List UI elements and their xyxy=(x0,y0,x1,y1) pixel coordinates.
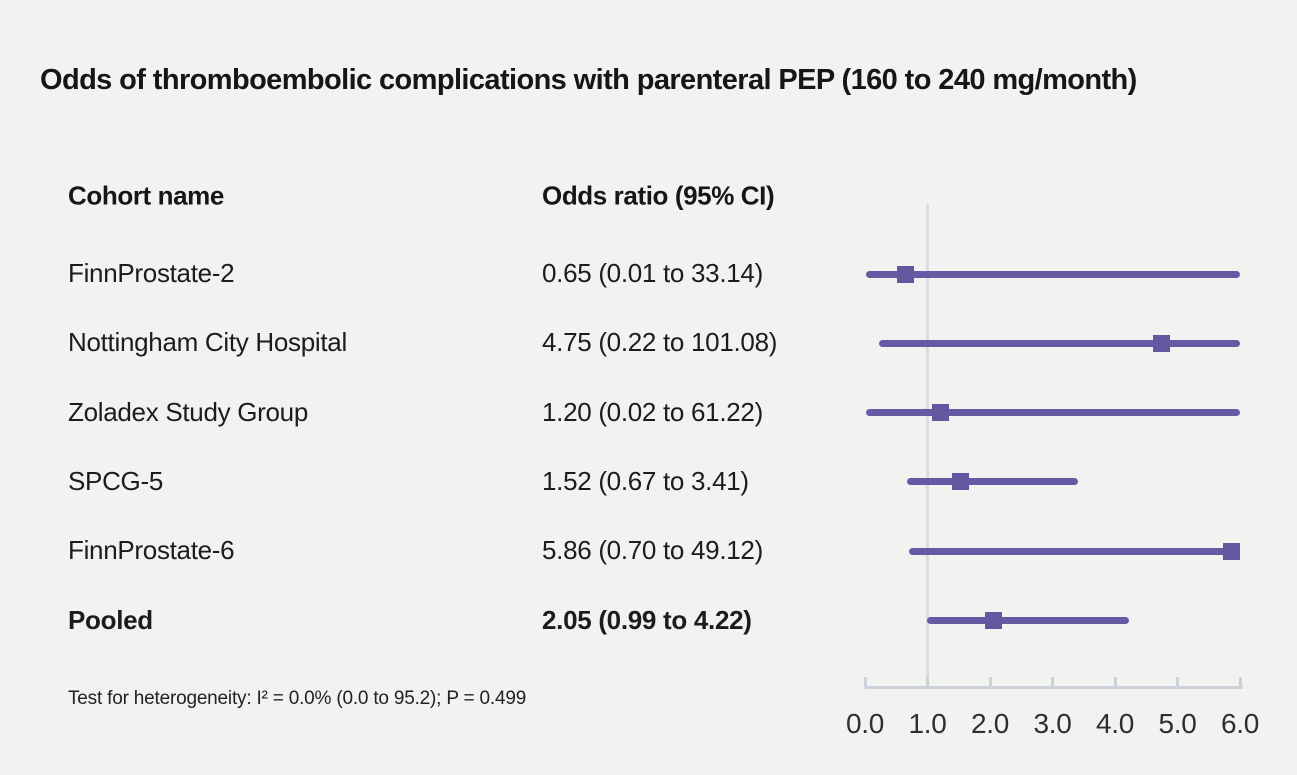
confidence-interval-bar xyxy=(906,478,1079,486)
odds-ratio-value: 1.20 (0.02 to 61.22) xyxy=(542,396,763,427)
odds-ratio-value: 5.86 (0.70 to 49.12) xyxy=(542,535,763,566)
odds-ratio-marker xyxy=(897,265,915,283)
cohort-name-label: Nottingham City Hospital xyxy=(68,327,347,358)
x-axis-tick-mark xyxy=(988,677,992,687)
cohort-name-label: FinnProstate-2 xyxy=(68,257,235,288)
x-axis-tick-label: 6.0 xyxy=(1220,708,1260,739)
reference-line-or-1 xyxy=(926,204,929,689)
odds-ratio-value: 4.75 (0.22 to 101.08) xyxy=(542,327,778,358)
figure-title: Odds of thromboembolic complications wit… xyxy=(40,64,1137,96)
x-axis-line xyxy=(864,686,1243,689)
confidence-interval-bar xyxy=(865,270,1240,278)
odds-ratio-value: 1.52 (0.67 to 3.41) xyxy=(542,465,749,496)
x-axis-tick-mark xyxy=(926,677,929,687)
odds-ratio-value: 2.05 (0.99 to 4.22) xyxy=(542,604,752,635)
cohort-name-label: Pooled xyxy=(68,604,153,635)
x-axis-tick-mark xyxy=(863,677,867,687)
x-axis-tick-mark xyxy=(1176,677,1179,687)
x-axis-tick-label: 3.0 xyxy=(1033,708,1072,739)
x-axis-tick-mark xyxy=(1113,677,1117,687)
x-axis-tick-label: 1.0 xyxy=(908,708,947,739)
confidence-interval-bar xyxy=(908,547,1240,555)
odds-ratio-marker xyxy=(984,612,1002,629)
confidence-interval-bar xyxy=(926,617,1129,624)
x-axis-tick-label: 0.0 xyxy=(845,708,885,739)
cohort-name-label: Zoladex Study Group xyxy=(68,396,308,427)
x-axis-tick-mark xyxy=(1051,677,1054,687)
x-axis-tick-label: 2.0 xyxy=(970,708,1010,739)
cohort-name-label: FinnProstate-6 xyxy=(68,535,235,566)
odds-ratio-value: 0.65 (0.01 to 33.14) xyxy=(542,257,763,288)
odds-ratio-marker xyxy=(931,404,949,422)
confidence-interval-bar xyxy=(878,339,1240,347)
odds-ratio-marker xyxy=(1222,542,1240,560)
x-axis-tick-mark xyxy=(1238,677,1242,687)
heterogeneity-note: Test for heterogeneity: I² = 0.0% (0.0 t… xyxy=(68,688,527,709)
column-header-cohort-name: Cohort name xyxy=(68,180,224,211)
cohort-name-label: SPCG-5 xyxy=(68,465,164,496)
x-axis-tick-label: 4.0 xyxy=(1095,708,1135,739)
column-header-odds-ratio: Odds ratio (95% CI) xyxy=(542,180,775,211)
odds-ratio-marker xyxy=(951,473,969,491)
x-axis-tick-label: 5.0 xyxy=(1158,708,1197,739)
odds-ratio-marker xyxy=(1153,334,1171,352)
confidence-interval-bar xyxy=(866,409,1240,417)
